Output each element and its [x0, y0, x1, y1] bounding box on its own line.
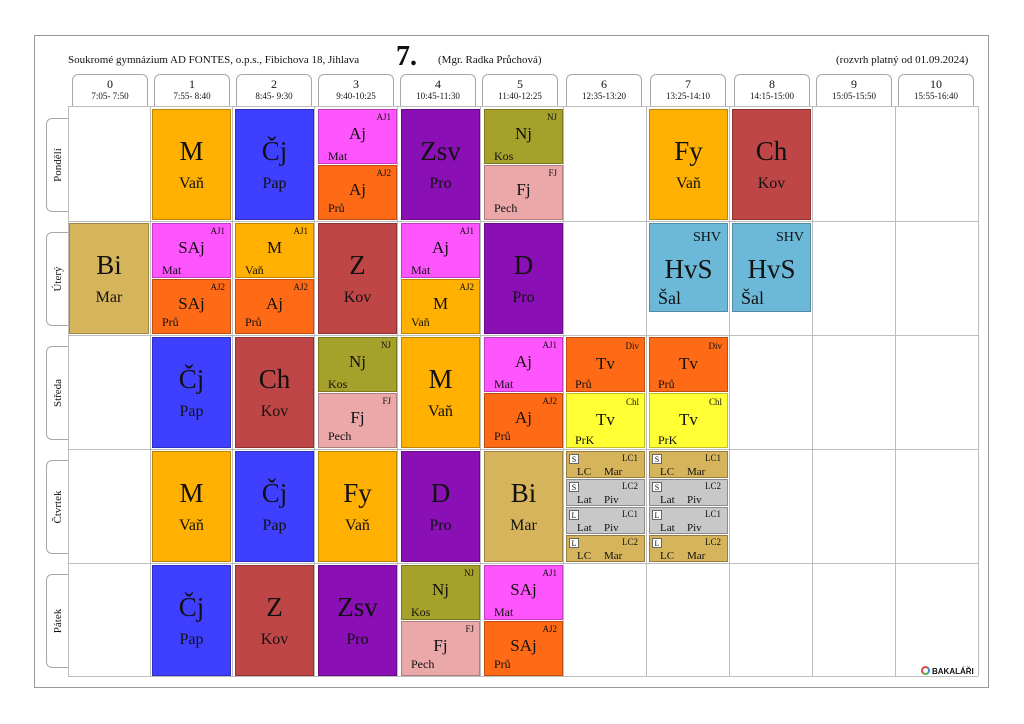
lesson-tue-p4-group1[interactable]: AJ1 Aj Mat: [401, 223, 480, 278]
lesson-wed-p7-group1[interactable]: Div Tv Prů: [649, 337, 728, 392]
lesson-thu-p4[interactable]: D Pro: [401, 451, 480, 562]
lesson-wed-p5-group1[interactable]: AJ1 Aj Mat: [484, 337, 563, 392]
lesson-mon-p7[interactable]: Fy Vaň: [649, 109, 728, 220]
period-number: 3: [353, 77, 359, 91]
lesson-thu-p6-slot1[interactable]: S LC1 LC Mar: [566, 451, 645, 478]
lesson-tue-p2-group2[interactable]: AJ2 Aj Prů: [235, 279, 314, 334]
lesson-thu-p7-slot2[interactable]: S LC2 Lat Piv: [649, 479, 728, 506]
lesson-tue-p5[interactable]: D Pro: [484, 223, 563, 334]
period-time: 7:05- 7:50: [91, 91, 129, 101]
lesson-thu-p7-slot1[interactable]: S LC1 LC Mar: [649, 451, 728, 478]
lesson-wed-p5-group2[interactable]: AJ2 Aj Prů: [484, 393, 563, 448]
bakalari-logo-icon: [921, 666, 930, 675]
period-time: 12:35-13:20: [582, 91, 626, 101]
period-number: 5: [517, 77, 523, 91]
period-header-7: 7 13:25-14:10: [650, 74, 726, 106]
lesson-tue-p4-group2[interactable]: AJ2 M Vaň: [401, 279, 480, 334]
lesson-mon-p3-group2[interactable]: AJ2 Aj Prů: [318, 165, 397, 220]
period-time: 10:45-11:30: [416, 91, 460, 101]
lesson-wed-p3-group2[interactable]: FJ Fj Pech: [318, 393, 397, 448]
period-time: 9:40-10:25: [336, 91, 376, 101]
period-time: 8:45- 9:30: [255, 91, 293, 101]
period-time: 15:05-15:50: [832, 91, 876, 101]
period-time: 15:55-16:40: [914, 91, 958, 101]
lesson-mon-p5-group1[interactable]: NJ Nj Kos: [484, 109, 563, 164]
period-time: 13:25-14:10: [666, 91, 710, 101]
period-header-1: 1 7:55- 8:40: [154, 74, 230, 106]
timetable-grid: [68, 106, 978, 676]
period-header-5: 5 11:40-12:25: [482, 74, 558, 106]
period-number: 10: [930, 77, 942, 91]
lesson-thu-p5[interactable]: Bi Mar: [484, 451, 563, 562]
period-header-8: 8 14:15-15:00: [734, 74, 810, 106]
lesson-thu-p6-slot3[interactable]: L LC1 Lat Piv: [566, 507, 645, 534]
lesson-thu-p7-slot3[interactable]: L LC1 Lat Piv: [649, 507, 728, 534]
lesson-fri-p5-group1[interactable]: AJ1 SAj Mat: [484, 565, 563, 620]
period-number: 2: [271, 77, 277, 91]
lesson-wed-p2[interactable]: Ch Kov: [235, 337, 314, 448]
lesson-wed-p7-group2[interactable]: Chl Tv PrK: [649, 393, 728, 448]
lesson-tue-p3[interactable]: Z Kov: [318, 223, 397, 334]
class-teacher: (Mgr. Radka Průchová): [438, 54, 542, 66]
lesson-wed-p1[interactable]: Čj Pap: [152, 337, 231, 448]
day-label-wednesday: Středa: [46, 346, 68, 440]
timetable-frame: [34, 35, 989, 688]
period-number: 8: [769, 77, 775, 91]
lesson-thu-p6-slot4[interactable]: L LC2 LC Mar: [566, 535, 645, 562]
period-time: 7:55- 8:40: [173, 91, 211, 101]
lesson-fri-p4-group1[interactable]: NJ Nj Kos: [401, 565, 480, 620]
lesson-tue-p1-group2[interactable]: AJ2 SAj Prů: [152, 279, 231, 334]
period-number: 9: [851, 77, 857, 91]
day-label-friday: Pátek: [46, 574, 68, 668]
lesson-mon-p5-group2[interactable]: FJ Fj Pech: [484, 165, 563, 220]
lesson-wed-p3-group1[interactable]: NJ Nj Kos: [318, 337, 397, 392]
lesson-wed-p6-group1[interactable]: Div Tv Prů: [566, 337, 645, 392]
lesson-mon-p4[interactable]: Zsv Pro: [401, 109, 480, 220]
bakalari-logo: BAKALÁŘI: [921, 666, 974, 677]
lesson-thu-p1[interactable]: M Vaň: [152, 451, 231, 562]
period-number: 4: [435, 77, 441, 91]
lesson-tue-p7[interactable]: SHV HvS Šal: [649, 223, 728, 312]
lesson-thu-p6-slot2[interactable]: S LC2 Lat Piv: [566, 479, 645, 506]
period-number: 0: [107, 77, 113, 91]
period-time: 14:15-15:00: [750, 91, 794, 101]
lesson-thu-p3[interactable]: Fy Vaň: [318, 451, 397, 562]
valid-from: (rozvrh platný od 01.09.2024): [836, 54, 969, 66]
period-header-0: 0 7:05- 7:50: [72, 74, 148, 106]
lesson-thu-p2[interactable]: Čj Pap: [235, 451, 314, 562]
lesson-fri-p3[interactable]: Zsv Pro: [318, 565, 397, 676]
period-header-9: 9 15:05-15:50: [816, 74, 892, 106]
lesson-fri-p4-group2[interactable]: FJ Fj Pech: [401, 621, 480, 676]
lesson-tue-p8[interactable]: SHV HvS Šal: [732, 223, 811, 312]
day-label-monday: Pondělí: [46, 118, 68, 212]
lesson-mon-p3-group1[interactable]: AJ1 Aj Mat: [318, 109, 397, 164]
lesson-mon-p2[interactable]: Čj Pap: [235, 109, 314, 220]
class-name: 7.: [396, 41, 417, 72]
period-number: 6: [601, 77, 607, 91]
lesson-tue-p1-group1[interactable]: AJ1 SAj Mat: [152, 223, 231, 278]
lesson-fri-p1[interactable]: Čj Pap: [152, 565, 231, 676]
period-header-4: 4 10:45-11:30: [400, 74, 476, 106]
lesson-tue-p0[interactable]: Bi Mar: [69, 223, 149, 334]
lesson-wed-p4[interactable]: M Vaň: [401, 337, 480, 448]
period-header-3: 3 9:40-10:25: [318, 74, 394, 106]
period-header-6: 6 12:35-13:20: [566, 74, 642, 106]
period-header-10: 10 15:55-16:40: [898, 74, 974, 106]
period-header-2: 2 8:45- 9:30: [236, 74, 312, 106]
lesson-wed-p6-group2[interactable]: Chl Tv PrK: [566, 393, 645, 448]
period-time: 11:40-12:25: [498, 91, 542, 101]
lesson-fri-p2[interactable]: Z Kov: [235, 565, 314, 676]
lesson-tue-p2-group1[interactable]: AJ1 M Vaň: [235, 223, 314, 278]
lesson-mon-p1[interactable]: M Vaň: [152, 109, 231, 220]
day-label-thursday: Čtvrtek: [46, 460, 68, 554]
period-number: 7: [685, 77, 691, 91]
lesson-thu-p7-slot4[interactable]: L LC2 LC Mar: [649, 535, 728, 562]
day-label-tuesday: Úterý: [46, 232, 68, 326]
school-name: Soukromé gymnázium AD FONTES, o.p.s., Fi…: [68, 54, 360, 66]
lesson-mon-p8[interactable]: Ch Kov: [732, 109, 811, 220]
lesson-fri-p5-group2[interactable]: AJ2 SAj Prů: [484, 621, 563, 676]
period-number: 1: [189, 77, 195, 91]
